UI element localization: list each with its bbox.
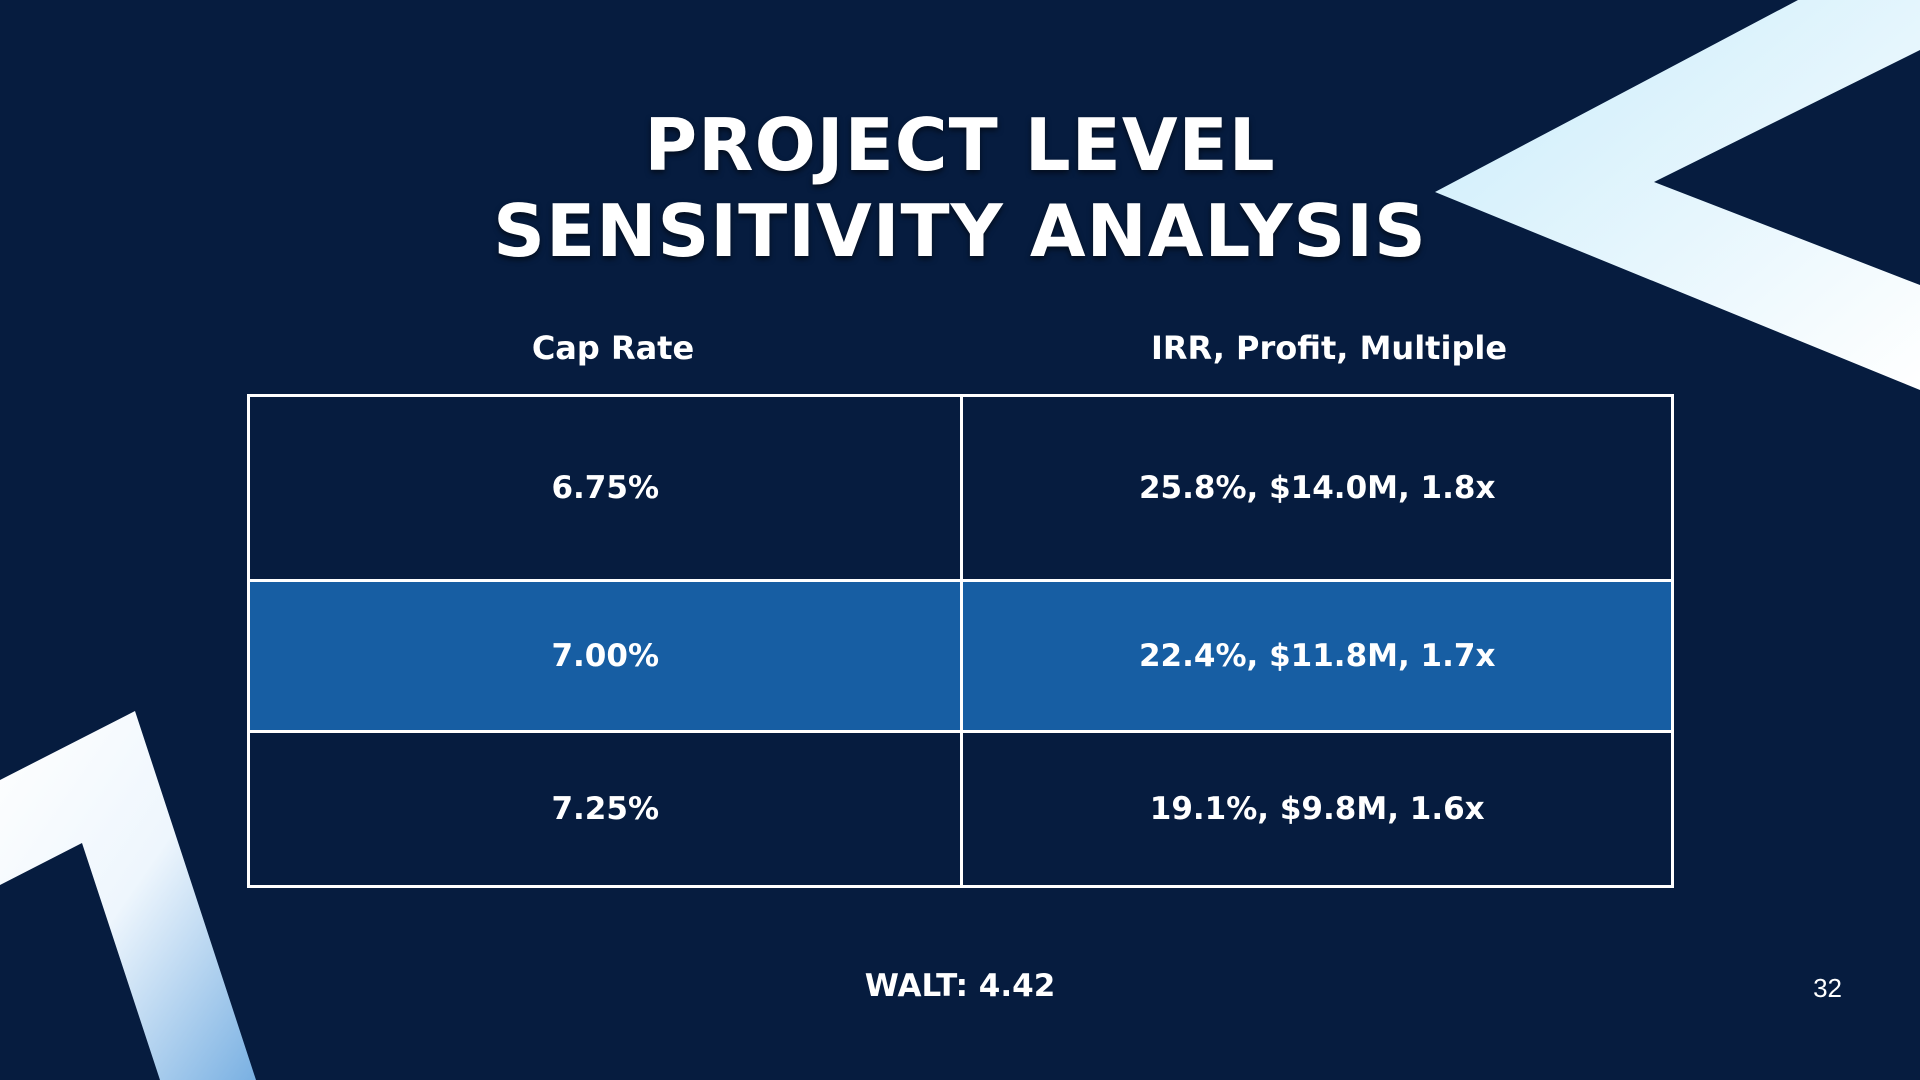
walt-footer: WALT: 4.42 [864, 968, 1056, 1004]
column-header-cap-rate: Cap Rate [531, 329, 695, 367]
title-line-1: PROJECT LEVEL [644, 103, 1276, 187]
result-cell: 22.4%, $11.8M, 1.7x [960, 579, 1674, 733]
cap-rate-cell: 6.75% [246, 394, 964, 582]
result-cell: 19.1%, $9.8M, 1.6x [960, 730, 1674, 888]
result-cell: 25.8%, $14.0M, 1.8x [960, 394, 1674, 582]
page-number: 32 [1813, 973, 1842, 1003]
bottom-left-chevron-shape [0, 711, 256, 1080]
table-row: 7.25% 19.1%, $9.8M, 1.6x [246, 730, 1674, 888]
sensitivity-table: 6.75% 25.8%, $14.0M, 1.8x 7.00% 22.4%, $… [246, 394, 1674, 888]
table-row: 6.75% 25.8%, $14.0M, 1.8x [246, 394, 1674, 582]
title-line-2: SENSITIVITY ANALYSIS [493, 189, 1427, 273]
cap-rate-cell: 7.00% [246, 579, 964, 733]
page-title: PROJECT LEVEL SENSITIVITY ANALYSIS [0, 102, 1920, 274]
cap-rate-cell: 7.25% [246, 730, 964, 888]
column-header-irr-profit-multiple: IRR, Profit, Multiple [1150, 329, 1508, 367]
top-right-chevron-shape [1435, 0, 1920, 390]
table-row-highlighted: 7.00% 22.4%, $11.8M, 1.7x [246, 579, 1674, 733]
